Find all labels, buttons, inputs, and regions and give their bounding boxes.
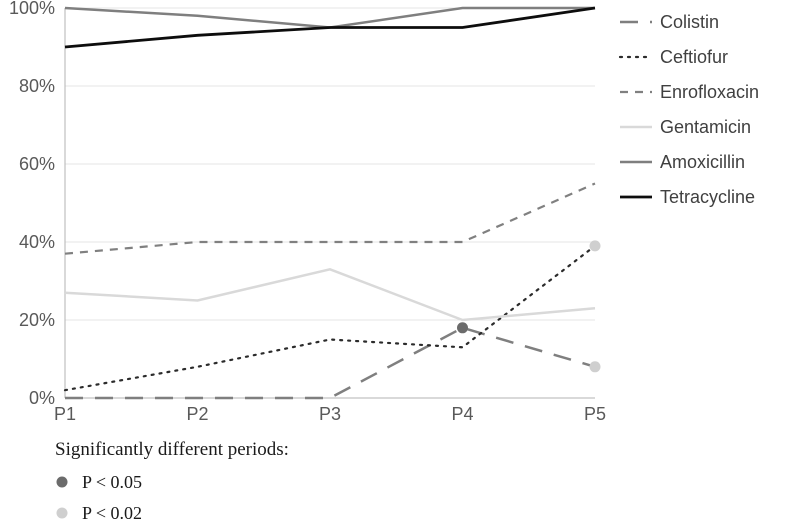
chart-container: 0% 20% 40% 60% 80% 100% P1 P2 P3 P4 P5 Colistin Ceft… xyxy=(0,0,787,528)
series-ceftiofur xyxy=(65,246,595,390)
x-tick-label: P5 xyxy=(584,404,606,424)
significance-legend-label: P < 0.05 xyxy=(82,472,142,492)
y-tick-label: 100% xyxy=(9,0,55,18)
series-colistin xyxy=(65,328,595,398)
x-tick-label: P4 xyxy=(451,404,473,424)
significance-legend-label: P < 0.02 xyxy=(82,503,142,523)
y-tick-label: 60% xyxy=(19,154,55,174)
significance-marker xyxy=(590,361,601,372)
line-chart: 0% 20% 40% 60% 80% 100% P1 P2 P3 P4 P5 Colistin Ceft… xyxy=(0,0,787,528)
y-tick-label: 20% xyxy=(19,310,55,330)
significance-marker xyxy=(590,240,601,251)
series-amoxicillin xyxy=(65,8,595,28)
significance-title: Significantly different periods: xyxy=(55,439,289,460)
x-tick-label: P1 xyxy=(54,404,76,424)
y-tick-label: 80% xyxy=(19,76,55,96)
legend-label: Colistin xyxy=(660,12,719,32)
x-tick-label: P3 xyxy=(319,404,341,424)
significance-marker xyxy=(457,322,468,333)
significance-legend-marker xyxy=(57,477,68,488)
legend-label: Gentamicin xyxy=(660,117,751,137)
legend-label: Enrofloxacin xyxy=(660,82,759,102)
series-enrofloxacin xyxy=(65,184,595,254)
series-gentamicin xyxy=(65,269,595,320)
y-tick-label: 40% xyxy=(19,232,55,252)
legend-label: Amoxicillin xyxy=(660,152,745,172)
legend-label: Ceftiofur xyxy=(660,47,728,67)
y-tick-label: 0% xyxy=(29,388,55,408)
legend-label: Tetracycline xyxy=(660,187,755,207)
significance-legend-marker xyxy=(57,508,68,519)
x-tick-label: P2 xyxy=(186,404,208,424)
